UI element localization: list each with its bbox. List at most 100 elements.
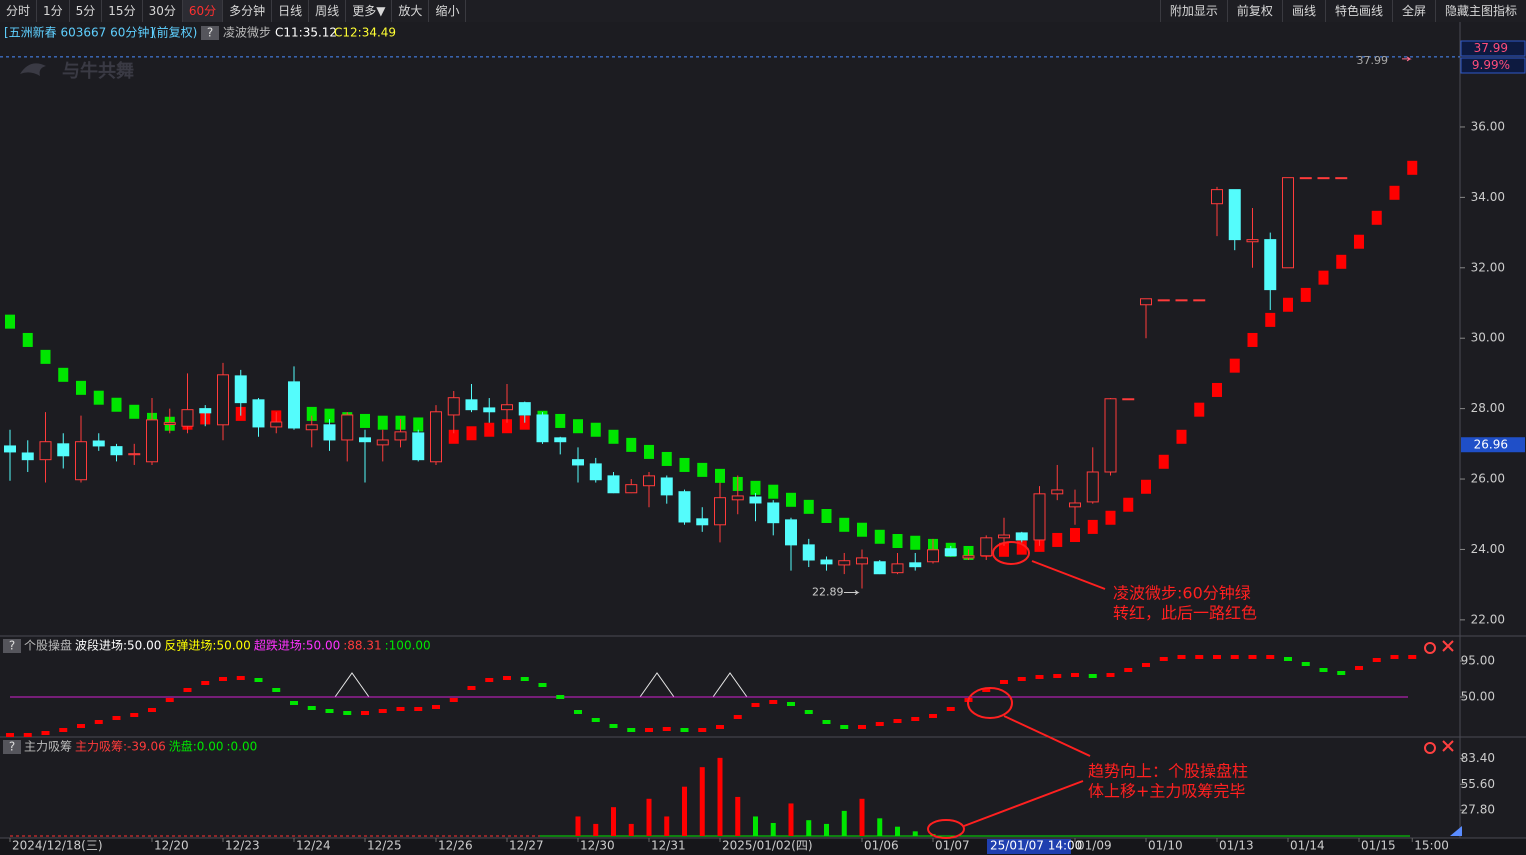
wave-marker <box>40 349 51 364</box>
candle-body <box>536 414 549 443</box>
candle-body <box>820 559 833 565</box>
trend-dash <box>1337 671 1346 675</box>
settings-icon[interactable] <box>1424 642 1436 654</box>
candle-body <box>430 411 442 463</box>
toolbar-button[interactable]: 日线 <box>272 0 310 22</box>
toolbar-button[interactable]: 画线 <box>1281 0 1325 22</box>
toolbar-button[interactable]: 前复权 <box>1226 0 1282 22</box>
panel-name: 主力吸筹 <box>24 740 72 754</box>
toolbar-button[interactable]: 5分 <box>70 0 103 22</box>
x-tick-label: 01/09 <box>1077 839 1112 853</box>
wave-marker <box>324 408 335 423</box>
candle-body <box>447 397 460 416</box>
toolbar-button[interactable]: 周线 <box>309 0 347 22</box>
trend-dash <box>307 706 316 710</box>
trend-dash <box>1319 668 1328 672</box>
red-bar <box>575 816 581 836</box>
wave-marker <box>715 468 725 483</box>
trend-dash <box>432 705 440 709</box>
help[interactable]: ? <box>9 639 15 653</box>
toolbar-left: 分时 1分 5分 15分 30分 60分 多分钟 日线 周线 更多▼ 放大 缩小 <box>0 0 467 22</box>
toolbar-button[interactable]: 多分钟 <box>223 0 273 22</box>
candle-body <box>465 399 478 411</box>
watermark: 与牛共舞 <box>62 60 134 82</box>
wave-marker <box>129 404 140 419</box>
help[interactable]: ? <box>9 740 15 754</box>
toolbar-button[interactable]: 隐藏主图指标 <box>1434 0 1526 22</box>
ellipse <box>967 687 1013 719</box>
settings-icon[interactable] <box>1424 742 1436 754</box>
candle-body <box>1299 177 1312 180</box>
candle-body <box>1193 299 1206 302</box>
wave-marker <box>1123 497 1134 512</box>
red-bar <box>682 786 687 836</box>
trend-dash <box>1159 657 1168 661</box>
candle-body <box>838 560 851 566</box>
candle-body <box>359 437 371 443</box>
y-tick-label: 24.00 <box>1471 542 1505 556</box>
trend-dash <box>858 725 866 729</box>
triangle <box>334 672 370 698</box>
red-bar <box>859 798 865 836</box>
trend-dash <box>130 713 139 717</box>
trend-dash <box>804 710 813 714</box>
wave-marker <box>1070 528 1080 543</box>
candle-body <box>731 495 744 501</box>
annotation: 转红，此后一路红色 <box>1113 604 1257 623</box>
candle-body <box>110 446 123 456</box>
trend-dash <box>77 724 85 728</box>
green-bar <box>824 823 829 836</box>
wave-marker <box>448 429 459 444</box>
candle-body <box>1228 189 1241 241</box>
red-bar <box>611 807 616 836</box>
toolbar-button[interactable]: 附加显示 <box>1159 0 1227 22</box>
adjust-label: (前复权) <box>152 25 197 40</box>
annotation: 凌波微步:60分钟绿 <box>1113 584 1251 603</box>
trend-dash <box>59 728 68 732</box>
signal-triangles <box>334 672 748 698</box>
legend-entry: :88.31 <box>343 639 381 653</box>
toolbar-button[interactable]: 1分 <box>37 0 70 22</box>
corner-mark <box>1450 826 1462 836</box>
green-bar <box>753 816 758 836</box>
toolbar-button[interactable]: 特色画线 <box>1324 0 1392 22</box>
trend-dash <box>1142 663 1150 667</box>
limit-price: 37.99 <box>1474 41 1508 55</box>
green-bar <box>912 831 918 836</box>
wave-marker <box>857 522 867 537</box>
x-tick-label: 12/25 <box>367 839 402 853</box>
toolbar-button[interactable]: 更多▼ <box>346 0 393 22</box>
candle-body <box>909 562 922 568</box>
help-box <box>201 26 219 40</box>
toolbar-button[interactable]: 全屏 <box>1391 0 1435 22</box>
toolbar-button[interactable]: 30分 <box>143 0 183 22</box>
toolbar-button[interactable]: 60分 <box>182 0 224 22</box>
wave-marker <box>1354 234 1364 249</box>
close-icon[interactable] <box>1442 640 1454 652</box>
toolbar-button[interactable]: 15分 <box>102 0 143 22</box>
panel-tools[interactable] <box>1424 640 1454 754</box>
candle-body <box>199 408 212 414</box>
candle-body <box>554 437 567 443</box>
candle-body <box>1175 299 1188 302</box>
limit-pct: 9.99% <box>1472 58 1510 72</box>
stock-title: [五洲新春 603667 60分钟] <box>4 25 154 40</box>
red-bar <box>735 796 741 836</box>
candle-body <box>1246 239 1259 243</box>
candle-body <box>1086 471 1099 503</box>
wave-marker <box>555 413 566 428</box>
wave-marker <box>626 437 637 452</box>
wave-marker <box>679 457 690 472</box>
trend-dash <box>165 698 174 702</box>
trend-dash <box>1071 673 1079 677</box>
toolbar-button[interactable]: 放大 <box>392 0 430 22</box>
candle-body <box>21 452 34 461</box>
wave-marker <box>608 429 619 444</box>
candle-body <box>927 549 939 563</box>
toolbar-button[interactable]: 分时 <box>0 0 38 22</box>
toolbar-button[interactable]: 缩小 <box>429 0 467 22</box>
close-icon[interactable] <box>1442 740 1454 752</box>
legend-entry: 洗盘:0.00 <box>169 739 224 754</box>
help[interactable]: ? <box>207 26 213 40</box>
wave-marker <box>821 509 832 523</box>
